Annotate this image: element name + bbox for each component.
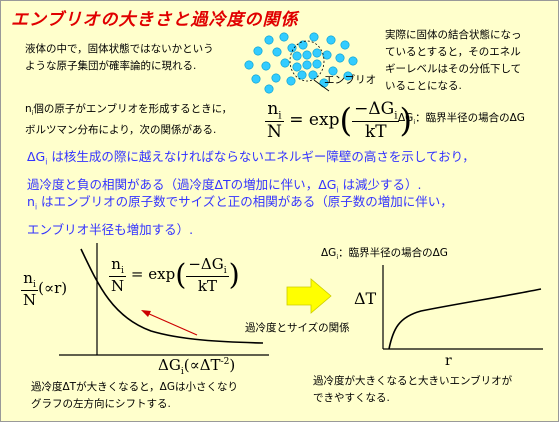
formula-exponent-fraction: −ΔGi kT <box>352 99 400 143</box>
formula-intro-rest: 個の原子がエンブリオを形成するときに， <box>33 103 233 115</box>
left-graph-shift-arrowhead <box>141 310 151 317</box>
left-graph-ylabel-prop: (∝r) <box>38 279 68 297</box>
formula-lhs-fraction: ni N <box>265 99 284 142</box>
left-graph-xlabel-sub: i <box>180 367 184 377</box>
left-graph-equation: ni N = exp( −ΔGi kT ) <box>109 255 240 295</box>
formula-exponent-num: −ΔG <box>354 99 395 119</box>
blue-p1-line-1: ΔGi は核生成の際に越えなければならないエネルギー障壁の高さを示しており， <box>27 146 475 174</box>
blue-p1-l2-pre: 過冷度と負の相関がある（過冷度ΔTの増加に伴い，ΔG <box>27 176 337 192</box>
formula-intro-text: ni個の原子がエンブリオを形成するときに， ボルツマン分布により，次の関係がある… <box>25 101 232 139</box>
blue-p2-rest: はエンブリオの原子数でサイズと正の相関がある（原子数の増加に伴い， <box>37 194 453 209</box>
left-graph <box>59 243 269 356</box>
blue-p2-line-1: ni はエンブリオの原子数でサイズと正の相関がある（原子数の増加に伴い， <box>27 191 453 219</box>
formula-exp: = exp <box>289 110 340 131</box>
formula-note: ΔGi：臨界半径の場合のΔG <box>398 110 525 131</box>
left-graph-shift-arrow <box>146 312 198 336</box>
intro-right-line-3: ギーレベルはその分低下して <box>385 63 522 75</box>
blue-p1-l2-rest: は減少する）. <box>338 176 422 192</box>
intro-right-text: 実際に固体の結合状態になっ ているとすると，そのエネル ギーレベルはその分低下し… <box>385 27 522 95</box>
yellow-arrow <box>286 278 332 314</box>
blue-paragraph-2: ni はエンブリオの原子数でサイズと正の相関がある（原子数の増加に伴い， エンブ… <box>27 191 453 241</box>
blue-p1-rest: は核生成の際に越えなければならないエネルギー障壁の高さを示しており， <box>47 149 475 164</box>
left-graph-ylabel: ni N (∝r) <box>21 269 67 309</box>
left-graph-caption-line-2: グラフの左方向にシフトする. <box>31 398 171 410</box>
right-graph-top-label: ΔGi：臨界半径の場合のΔG <box>321 245 448 266</box>
intro-left-text: 液体の中で，固体状態ではないかという ような原子集団が確率論的に現れる. <box>25 41 214 75</box>
right-graph <box>382 265 543 350</box>
formula-intro-line-1: ni個の原子がエンブリオを形成するときに， <box>25 101 232 122</box>
formula-intro-n-sub: i <box>31 110 34 118</box>
left-graph-eq-inner-den: kT <box>197 277 217 295</box>
yellow-arrow-shape <box>286 278 332 314</box>
left-graph-eq-den: N <box>111 277 125 295</box>
blue-p1-dg: ΔG <box>27 149 46 164</box>
intro-right-line-2: ているとすると，そのエネル <box>385 46 521 58</box>
intro-right-line-1: 実際に固体の結合状態になっ <box>385 29 522 41</box>
left-graph-caption-line-1: 過冷度ΔTが大きくなると，ΔGは小さくなり <box>31 381 238 393</box>
blue-p1-sub: i <box>45 157 48 167</box>
intro-left-line-2: ような原子集団が確率論的に現れる. <box>25 60 197 72</box>
intro-left-line-1: 液体の中で，固体状態ではないかという <box>25 43 214 55</box>
formula-exponent-num-sub: i <box>394 110 398 122</box>
left-graph-eq-inner-num: −ΔG <box>188 255 224 273</box>
left-graph-xlabel-sup: -2 <box>220 357 230 367</box>
right-graph-top-dg: ΔG <box>321 247 337 259</box>
right-graph-curve <box>388 288 542 350</box>
left-graph-ylabel-sub: i <box>32 280 36 290</box>
left-graph-eq-inner-sub: i <box>223 266 227 276</box>
left-graph-ylabel-den: N <box>23 291 37 309</box>
formula-lhs-num-sub: i <box>278 110 282 122</box>
left-graph-xlabel-dg: ΔG <box>158 356 181 374</box>
formula-lhs-den: N <box>267 122 282 143</box>
right-graph-top-sub: i <box>336 254 339 262</box>
left-graph-eq-num-sub: i <box>120 266 124 276</box>
right-graph-caption: 過冷度が大きくなると大きいエンブリオが できやすくなる. <box>313 373 512 407</box>
blue-p2-line-2: エンブリオ半径も増加する）. <box>27 221 194 237</box>
right-graph-caption-line-1: 過冷度が大きくなると大きいエンブリオが <box>313 375 513 387</box>
formula-note-dg: ΔG <box>398 112 414 124</box>
left-graph-caption: 過冷度ΔTが大きくなると，ΔGは小さくなり グラフの左方向にシフトする. <box>31 379 238 413</box>
left-graph-xlabel: ΔGi(∝ΔT-2) <box>158 356 235 377</box>
slide-title: エンブリオの大きさと過冷度の関係 <box>11 10 299 30</box>
formula-intro-line-2: ボルツマン分布により，次の関係がある. <box>25 124 217 137</box>
left-graph-eq-num: n <box>111 255 121 273</box>
intro-right-line-4: いることになる. <box>385 80 462 92</box>
left-graph-ylabel-num: n <box>23 269 33 287</box>
atom-cluster-illustration <box>244 32 358 94</box>
formula-lhs-num: n <box>267 99 279 119</box>
blue-p1-l2-sub: i <box>336 185 339 194</box>
boltzmann-formula: ni N = exp( −ΔGi kT ) <box>265 99 413 143</box>
formula-note-sub: i <box>413 119 416 127</box>
embryo-label: エンブリオ <box>324 74 377 86</box>
left-graph-curve <box>80 248 264 344</box>
left-graph-xlabel-close: ) <box>229 356 236 374</box>
blue-paragraph-1: ΔGi は核生成の際に越えなければならないエネルギー障壁の高さを示しており， 過… <box>27 146 475 201</box>
blue-p2-n: n <box>27 194 35 209</box>
blue-p1-line-2: 過冷度と負の相関がある（過冷度ΔTの増加に伴い，ΔGi は減少する）. <box>27 174 475 202</box>
right-graph-caption-line-2: できやすくなる. <box>313 392 390 404</box>
right-graph-ylabel: ΔT <box>354 289 377 308</box>
right-graph-xlabel: r <box>445 353 452 369</box>
formula-exponent-den: kT <box>364 122 387 143</box>
arrow-label: 過冷度とサイズの関係 <box>245 322 350 334</box>
formula-intro-n: n <box>25 103 32 115</box>
blue-p2-sub: i <box>34 202 38 212</box>
left-graph-eq-exp: = exp <box>130 265 176 283</box>
left-graph-xlabel-prop: (∝ΔT <box>183 356 221 374</box>
formula-note-text: ：臨界半径の場合のΔG <box>415 112 525 124</box>
right-graph-top-rest: ：臨界半径の場合のΔG <box>338 247 448 259</box>
